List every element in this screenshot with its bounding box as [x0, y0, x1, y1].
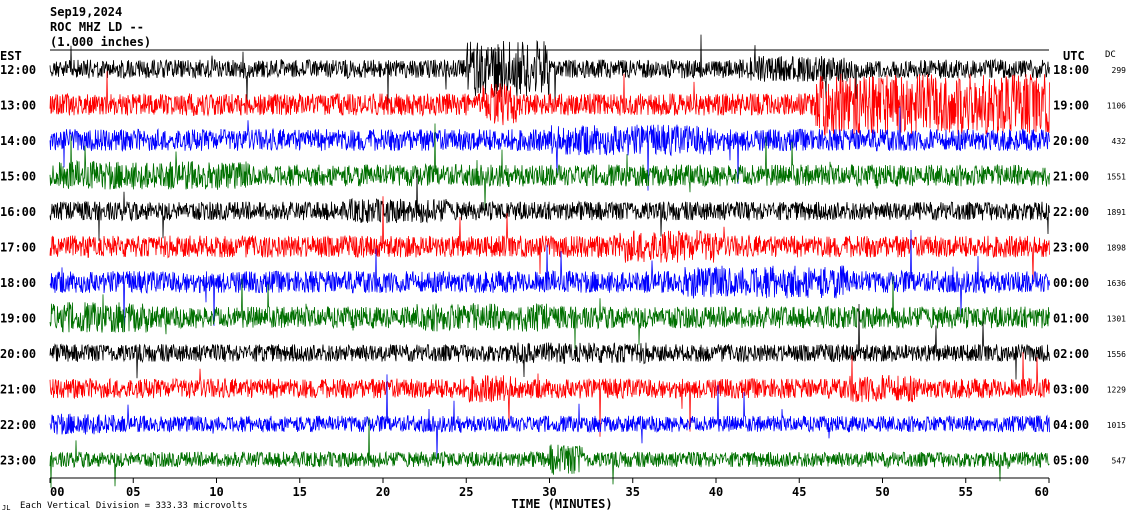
dc-offset-value: 1898: [1107, 244, 1126, 253]
trace-line-row-1: [49, 34, 1050, 105]
trace-line-row-3: [49, 106, 1050, 191]
x-tick-label: 60: [1035, 485, 1049, 499]
x-tick-label: 15: [293, 485, 307, 499]
right-time-label: 18:00: [1053, 63, 1089, 77]
dc-offset-value: 1301: [1107, 315, 1126, 324]
trace-line-row-10: [49, 352, 1050, 437]
x-tick-label: 20: [376, 485, 390, 499]
dc-offset-value: 1551: [1107, 173, 1126, 182]
trace-line-row-6: [49, 196, 1050, 281]
dc-offset-value: 299: [1112, 66, 1127, 75]
left-time-label: 14:00: [0, 134, 36, 148]
left-time-label: 15:00: [0, 170, 36, 184]
left-time-label: 16:00: [0, 205, 36, 219]
x-axis-ticks: 00 05 10 15 20 25 30 35 40 45 50 55 60: [49, 478, 1050, 499]
dc-offset-value: 1106: [1107, 102, 1126, 111]
left-time-label: 22:00: [0, 418, 36, 432]
dc-offset-value: 1636: [1107, 279, 1126, 288]
left-time-label: 18:00: [0, 276, 36, 290]
trace-line-row-7: [49, 229, 1050, 331]
dc-offset-value: 1556: [1107, 350, 1126, 359]
row-labels: 12:00 18:00 299 13:00 19:00 1106 14:00 20:00 432…: [0, 63, 1126, 468]
x-tick-label: 10: [209, 485, 223, 499]
footer-mark: JL: [2, 504, 10, 512]
x-tick-label: 00: [50, 485, 64, 499]
x-tick-label: 25: [459, 485, 473, 499]
plot-frame: [50, 49, 1049, 479]
left-time-label: 21:00: [0, 383, 36, 397]
right-time-label: 20:00: [1053, 134, 1089, 148]
right-time-label: 21:00: [1053, 170, 1089, 184]
right-time-label: 04:00: [1053, 418, 1089, 432]
x-tick-label: 45: [792, 485, 806, 499]
right-time-label: 05:00: [1053, 454, 1089, 468]
scale-label: (1.000 inches): [50, 35, 151, 49]
right-time-label: 00:00: [1053, 276, 1089, 290]
dc-offset-value: 432: [1112, 137, 1127, 146]
dc-header-label: DC: [1105, 50, 1116, 60]
left-time-label: 12:00: [0, 63, 36, 77]
x-axis-label: TIME (MINUTES): [511, 497, 612, 511]
right-time-label: 19:00: [1053, 99, 1089, 113]
trace-line-row-12: [49, 417, 1050, 488]
left-time-label: 20:00: [0, 347, 36, 361]
dc-offset-value: 1891: [1107, 208, 1126, 217]
right-timezone-label: UTC: [1063, 49, 1085, 63]
x-tick-label: 40: [709, 485, 723, 499]
x-tick-label: 50: [875, 485, 889, 499]
right-time-label: 23:00: [1053, 241, 1089, 255]
left-time-label: 17:00: [0, 241, 36, 255]
x-tick-label: 30: [542, 485, 556, 499]
vertical-division-note: Each Vertical Division = 333.33 microvol…: [20, 501, 248, 511]
x-tick-label: 35: [626, 485, 640, 499]
right-time-label: 02:00: [1053, 347, 1089, 361]
dc-offset-value: 547: [1112, 457, 1127, 466]
right-time-label: 22:00: [1053, 205, 1089, 219]
left-time-label: 23:00: [0, 454, 36, 468]
station-label: ROC MHZ LD --: [50, 20, 144, 34]
trace-line-row-8: [49, 275, 1050, 349]
x-tick-label: 55: [959, 485, 973, 499]
date-label: Sep19,2024: [50, 5, 122, 19]
left-time-label: 13:00: [0, 99, 36, 113]
trace-line-row-4: [49, 123, 1050, 209]
trace-line-row-5: [49, 169, 1050, 241]
dc-offset-value: 1229: [1107, 386, 1126, 395]
seismic-traces: [49, 34, 1050, 488]
left-timezone-label: EST: [0, 49, 22, 63]
left-time-label: 19:00: [0, 312, 36, 326]
right-time-label: 03:00: [1053, 383, 1089, 397]
trace-line-row-11: [49, 374, 1050, 461]
dc-offset-value: 1015: [1107, 421, 1126, 430]
trace-line-row-2: [49, 71, 1050, 137]
trace-line-row-9: [49, 303, 1050, 380]
right-time-label: 01:00: [1053, 312, 1089, 326]
x-tick-label: 05: [126, 485, 140, 499]
